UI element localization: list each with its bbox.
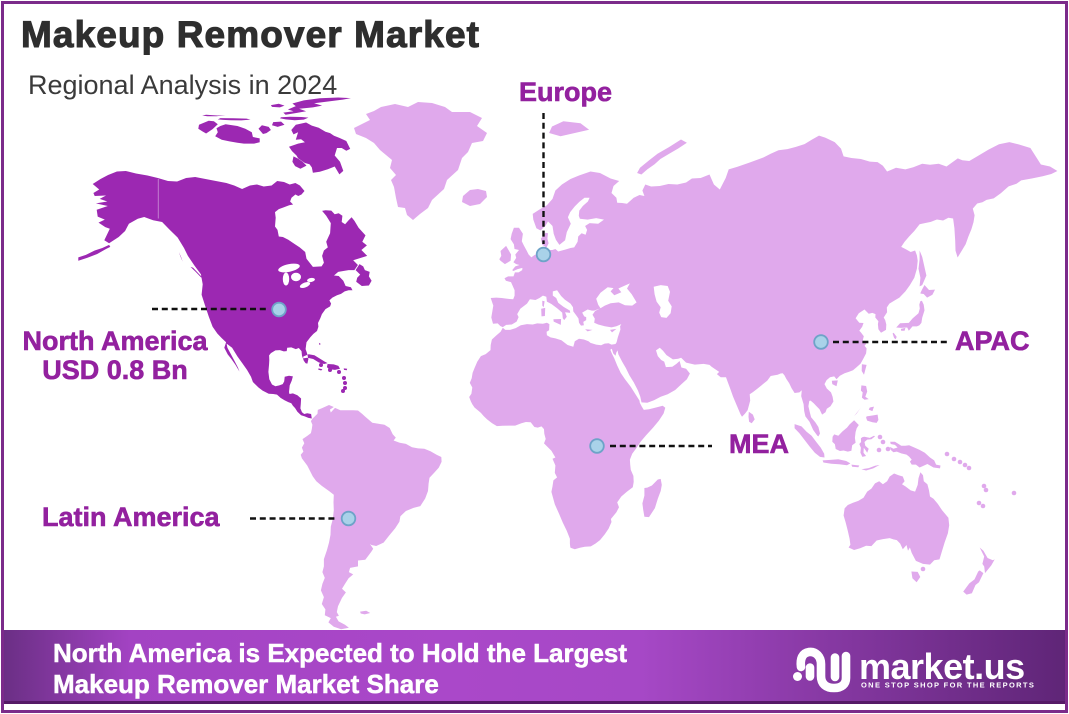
svg-text:ONE STOP SHOP FOR THE REPORTS: ONE STOP SHOP FOR THE REPORTS: [861, 681, 1035, 690]
svg-text:market.us: market.us: [859, 646, 1025, 687]
